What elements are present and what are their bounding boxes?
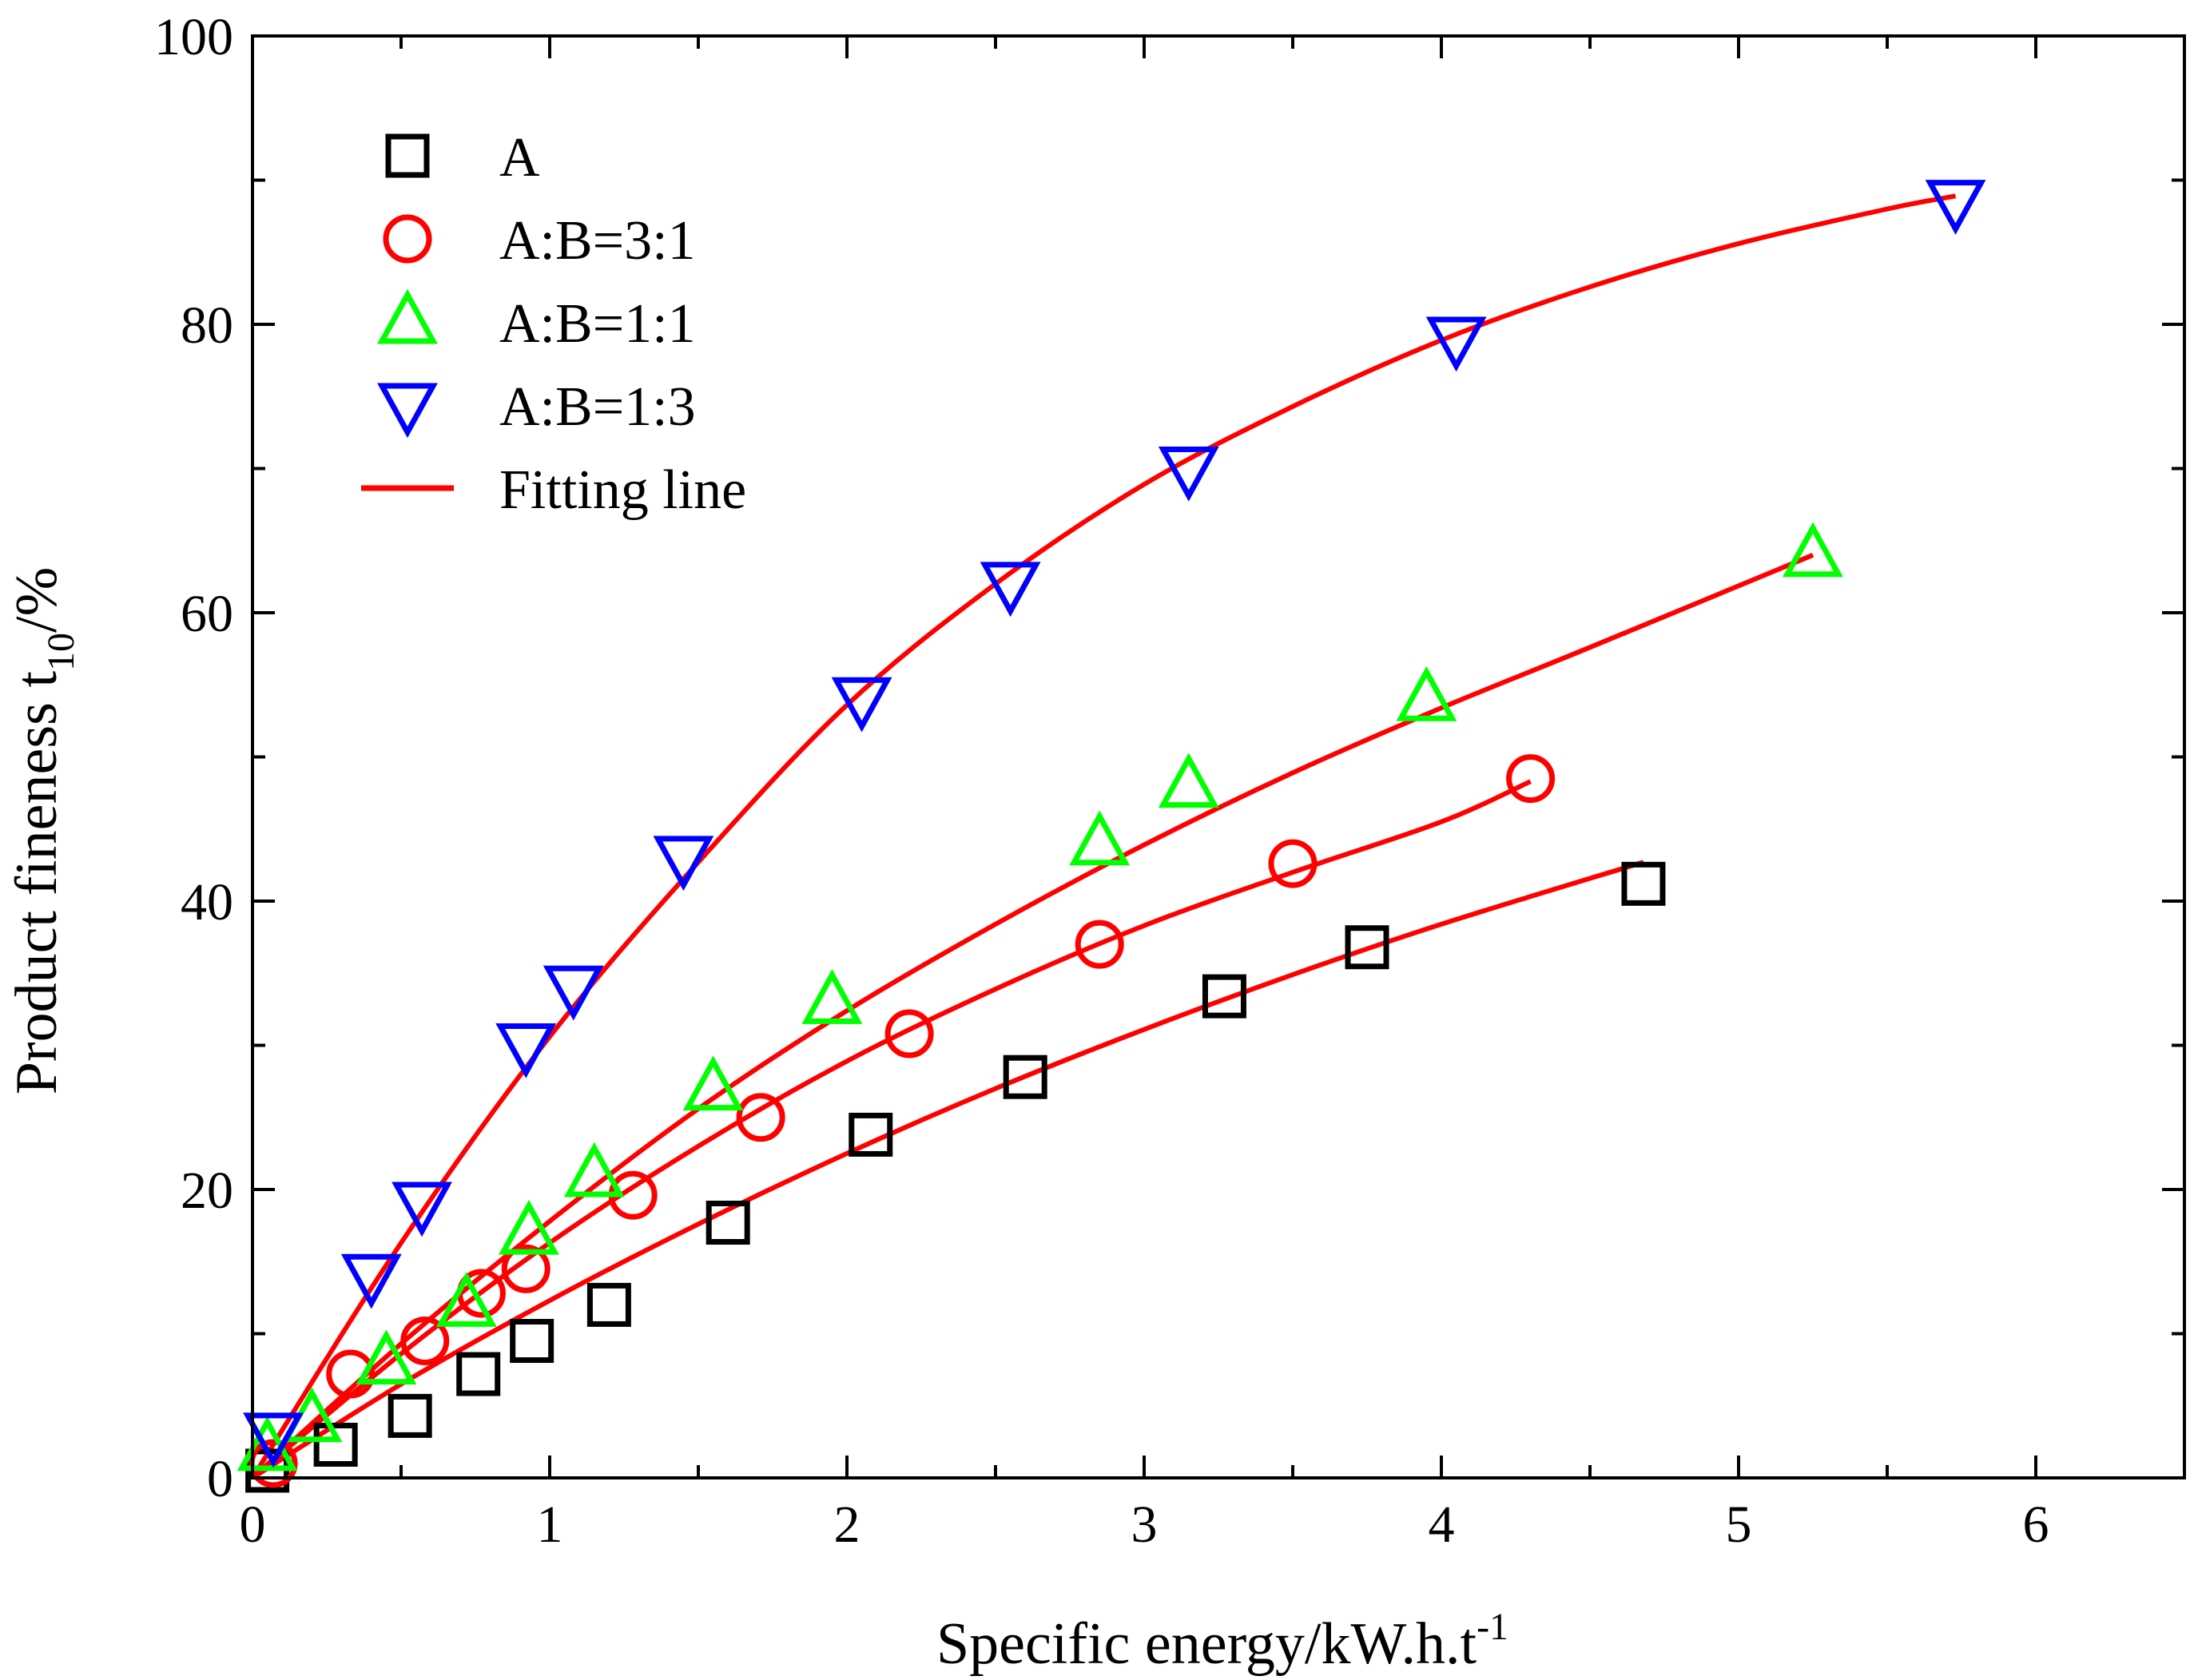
data-point-square — [706, 1201, 750, 1245]
data-point-triangle-up — [435, 1272, 497, 1327]
data-point-square — [1621, 861, 1666, 906]
data-point-triangle-down — [392, 1182, 452, 1237]
x-tick-label: 1 — [537, 1495, 563, 1554]
data-point-triangle-down — [831, 677, 892, 733]
x-tick-label: 0 — [240, 1495, 266, 1554]
data-point-triangle-down — [543, 965, 604, 1021]
data-point-triangle-down — [1158, 447, 1219, 502]
data-point-square — [313, 1422, 358, 1467]
x-tick-label: 6 — [2023, 1495, 2049, 1554]
y-axis-label-main: Product fineness t — [4, 671, 70, 1095]
y-axis-label-unit: /% — [4, 567, 70, 633]
data-point-circle — [501, 1244, 550, 1293]
legend: A A:B=3:1 A:B=1:1 A:B=1:3 Fitting line — [361, 127, 746, 521]
data-point-triangle-down — [1925, 180, 1986, 235]
y-tick-label: 80 — [181, 296, 233, 355]
y-tick-label: 100 — [154, 8, 233, 66]
data-point-square — [510, 1319, 554, 1364]
y-tick-label: 60 — [181, 585, 233, 643]
data-point-square — [849, 1112, 893, 1157]
data-point-triangle-up — [1158, 753, 1219, 808]
y-tick-label: 20 — [181, 1162, 233, 1220]
data-point-triangle-down — [653, 836, 714, 892]
data-point-triangle-down — [340, 1253, 402, 1309]
data-point-triangle-down — [980, 562, 1041, 618]
legend-symbol-triangle-down — [377, 383, 438, 439]
data-point-triangle-up — [801, 969, 863, 1024]
data-point-triangle-up — [1783, 522, 1843, 578]
data-point-triangle-up — [1396, 666, 1457, 721]
x-tick-label: 4 — [1429, 1495, 1455, 1554]
data-point-square — [388, 1393, 432, 1438]
x-axis-label: Specific energy/kW.h.t-1 — [936, 1606, 1508, 1677]
legend-label: A:B=1:3 — [499, 376, 696, 438]
y-axis-ticks: 0 20 40 60 80 100 — [154, 8, 2184, 1508]
data-point-circle — [326, 1349, 376, 1399]
data-point-triangle-up — [682, 1055, 744, 1111]
data-point-square — [456, 1352, 501, 1396]
data-point-square — [586, 1282, 631, 1327]
legend-label: Fitting line — [499, 459, 746, 521]
fit-line — [250, 553, 1814, 1480]
x-tick-label: 3 — [1131, 1495, 1158, 1554]
legend-label: A:B=1:1 — [499, 293, 696, 355]
legend-symbol-triangle-up — [377, 288, 438, 344]
y-axis-label-subscript: 10 — [40, 633, 82, 671]
fit-line — [251, 860, 1644, 1480]
y-tick-label: 40 — [181, 873, 233, 931]
fit-lines — [250, 193, 1957, 1480]
data-point-triangle-down — [495, 1023, 557, 1078]
y-tick-label: 0 — [207, 1450, 233, 1508]
x-axis-label-superscript: -1 — [1477, 1606, 1508, 1648]
data-point-triangle-up — [563, 1142, 625, 1197]
legend-label: A — [499, 127, 540, 189]
data-point-circle — [1075, 919, 1124, 969]
x-axis-label-main: Specific energy/kW.h.t — [936, 1611, 1477, 1677]
data-markers — [236, 180, 1986, 1493]
legend-symbol-square — [385, 133, 430, 178]
data-point-circle — [884, 1009, 934, 1058]
data-point-triangle-down — [1425, 316, 1487, 372]
legend-label: A:B=3:1 — [499, 210, 696, 272]
data-point-circle — [1506, 754, 1556, 804]
y-axis-label: Product fineness t10/% — [4, 567, 82, 1094]
data-point-circle — [1268, 839, 1318, 888]
legend-symbol-circle — [383, 214, 432, 264]
x-tick-label: 5 — [1726, 1495, 1752, 1554]
data-point-triangle-down — [243, 1412, 304, 1468]
fit-line — [251, 779, 1532, 1480]
fit-line — [250, 193, 1957, 1479]
data-point-square — [1003, 1054, 1047, 1099]
data-point-circle — [736, 1093, 785, 1142]
data-point-triangle-up — [499, 1199, 559, 1255]
data-point-square — [1202, 974, 1246, 1019]
data-point-triangle-up — [1069, 810, 1131, 866]
data-point-square — [1345, 925, 1389, 970]
x-tick-label: 2 — [834, 1495, 861, 1554]
data-point-circle — [400, 1317, 450, 1366]
data-point-triangle-up — [356, 1329, 417, 1385]
x-axis-ticks: 0 1 2 3 4 5 6 — [240, 36, 2049, 1554]
